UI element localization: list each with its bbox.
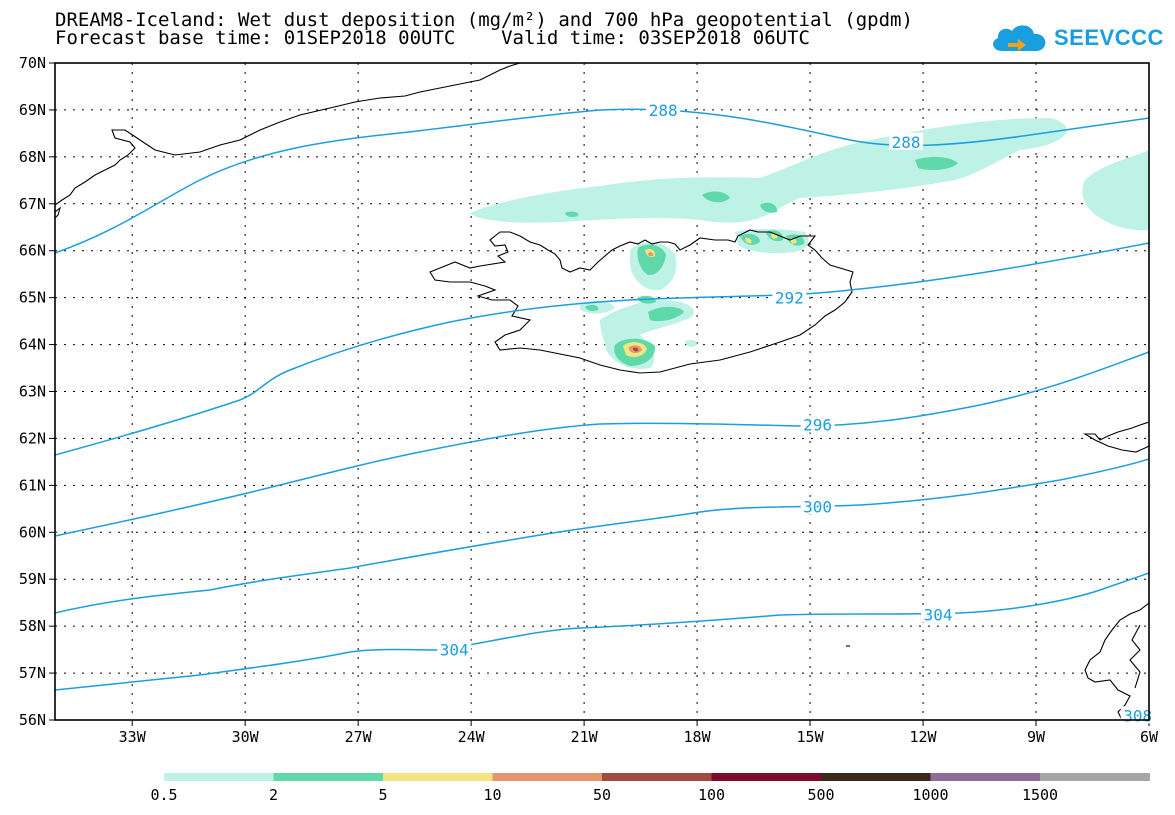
legend-color-swatch — [711, 773, 822, 781]
norway-north-coastline — [1083, 421, 1149, 453]
contour-label: 296 — [803, 415, 832, 434]
contour-label-bg — [889, 132, 924, 150]
legend-color-swatch — [821, 773, 931, 781]
lat-tick-label: 66N — [19, 242, 46, 260]
legend-label: 100 — [698, 786, 725, 804]
legend-label: 1500 — [1022, 786, 1058, 804]
dust-area-green-3 — [760, 202, 778, 213]
norway-south-coastline — [1084, 602, 1149, 720]
lat-tick-label: 69N — [19, 101, 46, 119]
lon-tick-label: 12W — [909, 728, 937, 746]
logo-text: SEEVCCC — [1054, 25, 1164, 50]
lat-tick-label: 60N — [19, 523, 46, 541]
contour-label: 288 — [649, 101, 678, 120]
legend-label: 10 — [483, 786, 501, 804]
contour-label: 308 — [1123, 706, 1152, 725]
lon-tick-label: 9W — [1027, 728, 1046, 746]
legend-color-swatch — [492, 773, 603, 781]
legend-color-swatch — [930, 773, 1041, 781]
dust-area-darkred-1 — [633, 347, 639, 352]
contour-label-bg — [800, 497, 835, 515]
contour-label: 304 — [924, 605, 953, 624]
contour-label: 288 — [892, 133, 921, 152]
legend-label: 5 — [378, 786, 387, 804]
lat-tick-label: 70N — [19, 54, 46, 72]
dust-area-green-4 — [565, 211, 579, 217]
map-subtitle: Forecast base time: 01SEP2018 00UTC Vali… — [55, 27, 810, 49]
contour-line-292 — [55, 242, 1149, 456]
map-frame — [54, 62, 1150, 721]
lat-tick-label: 57N — [19, 664, 46, 682]
lat-tick-label: 62N — [19, 429, 46, 447]
contour-labels: 288 288 292 296 300 304 304 308 — [437, 100, 1155, 725]
color-legend: 0.5 2 5 10 50 100 500 1000 1500 — [150, 773, 1150, 804]
legend-label: 50 — [593, 786, 611, 804]
greenland-coastline — [55, 63, 521, 206]
dust-area-south — [685, 339, 698, 347]
legend-color-swatch — [602, 773, 712, 781]
lat-tick-label: 58N — [19, 617, 46, 635]
legend-color-swatch — [383, 773, 493, 781]
norway-coast-detail — [1129, 624, 1141, 689]
dust-area-green-2 — [702, 191, 730, 203]
map-title: DREAM8-Iceland: Wet dust deposition (mg/… — [55, 9, 913, 31]
contour-label-bg — [800, 415, 835, 433]
contour-line-288 — [55, 108, 1149, 254]
lon-tick-label: 15W — [797, 728, 825, 746]
legend-color-swatch — [164, 773, 274, 781]
lon-tick-label: 24W — [458, 728, 486, 746]
axis-labels: 33W 30W 27W 24W 21W 18W 15W 12W 9W 6W 70N 69N 68N 67N… — [19, 54, 1159, 746]
legend-color-swatch — [273, 773, 384, 781]
dust-area-green-1 — [915, 156, 958, 171]
contour-line-296 — [55, 351, 1149, 537]
legend-color-swatch — [1040, 773, 1150, 781]
lat-tick-label: 61N — [19, 476, 46, 494]
contour-label: 300 — [803, 497, 832, 516]
lat-tick-label: 64N — [19, 336, 46, 354]
dust-area-east — [1082, 150, 1149, 231]
contour-label: 304 — [440, 641, 469, 660]
contour-label-bg — [1120, 706, 1155, 724]
lat-tick-label: 65N — [19, 289, 46, 307]
lon-tick-label: 6W — [1140, 728, 1159, 746]
lon-tick-label: 27W — [345, 728, 373, 746]
dust-area-green-5 — [637, 244, 666, 276]
lat-tick-label: 63N — [19, 383, 46, 401]
cloud-logo-icon — [993, 25, 1046, 51]
lat-tick-label: 68N — [19, 148, 46, 166]
legend-label: 2 — [269, 786, 278, 804]
lon-tick-label: 21W — [571, 728, 599, 746]
contour-line-300 — [55, 458, 1149, 614]
dust-area-orange-2 — [648, 252, 654, 257]
contour-label: 292 — [775, 289, 804, 308]
seevccc-logo: SEEVCCC — [988, 18, 1164, 58]
lon-tick-label: 18W — [684, 728, 712, 746]
geopotential-contours — [55, 108, 1149, 691]
coastline-layer — [55, 63, 1149, 720]
iceland-coastline — [429, 229, 854, 374]
contour-label-bg — [437, 640, 472, 658]
dust-area-green-10 — [648, 306, 684, 322]
dust-area-green-11 — [585, 304, 599, 311]
legend-label: 500 — [807, 786, 834, 804]
legend-label: 1000 — [912, 786, 948, 804]
contour-line-304 — [55, 572, 1149, 691]
greenland-coast-detail — [55, 206, 62, 219]
contour-label-bg — [646, 100, 681, 118]
lat-tick-label: 56N — [19, 711, 46, 729]
lat-tick-label: 67N — [19, 195, 46, 213]
lon-tick-label: 30W — [232, 728, 260, 746]
legend-label: 0.5 — [150, 786, 177, 804]
lat-tick-label: 59N — [19, 570, 46, 588]
contour-label-bg — [921, 605, 956, 623]
contour-label-bg — [772, 288, 807, 306]
lon-tick-label: 33W — [119, 728, 147, 746]
dust-area-yellow-4 — [745, 237, 752, 244]
